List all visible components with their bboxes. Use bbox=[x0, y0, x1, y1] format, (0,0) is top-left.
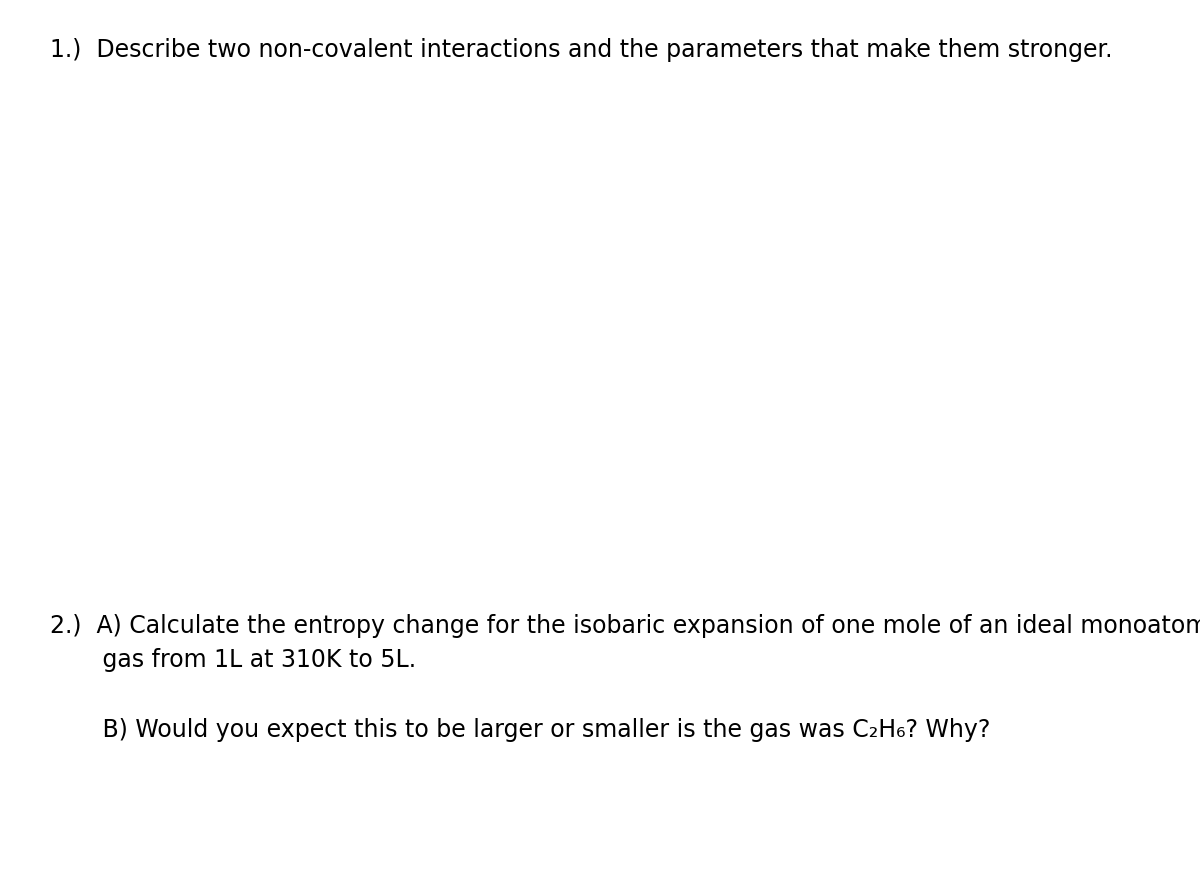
Text: B) Would you expect this to be larger or smaller is the gas was C₂H₆? Why?: B) Would you expect this to be larger or… bbox=[50, 718, 990, 742]
Text: gas from 1L at 310K to 5L.: gas from 1L at 310K to 5L. bbox=[50, 648, 416, 672]
Text: 2.)  A) Calculate the entropy change for the isobaric expansion of one mole of a: 2.) A) Calculate the entropy change for … bbox=[50, 614, 1200, 638]
Text: 1.)  Describe two non-covalent interactions and the parameters that make them st: 1.) Describe two non-covalent interactio… bbox=[50, 38, 1112, 62]
